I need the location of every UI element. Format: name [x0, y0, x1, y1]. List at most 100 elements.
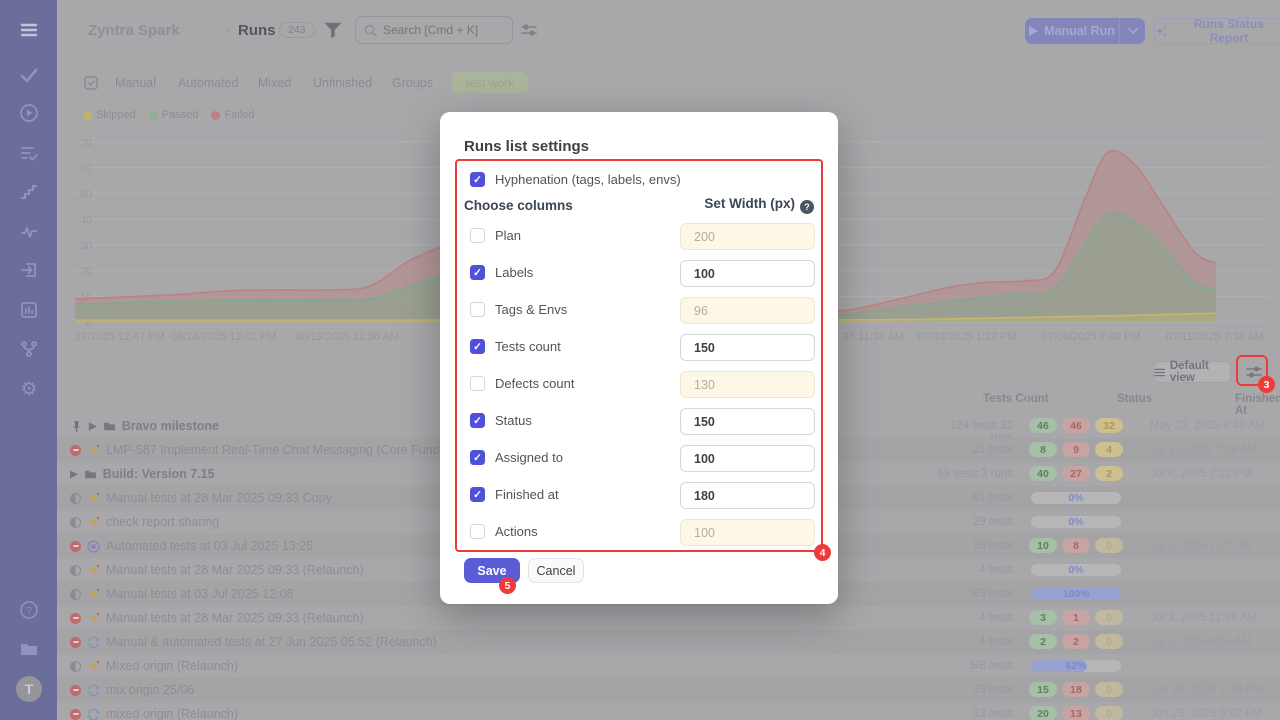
projects-folder-icon[interactable] [17, 637, 41, 661]
run-name-cell[interactable]: Manual tests at 28 Mar 2025 09:33 (Relau… [70, 558, 364, 582]
run-name-label[interactable]: Manual tests at 28 Mar 2025 09:33 (Relau… [106, 611, 364, 625]
avatar[interactable]: T [16, 676, 42, 702]
tests-count-width-input[interactable] [680, 334, 815, 361]
tab-automated[interactable]: Automated [178, 76, 239, 90]
finished-at-cell: Jul 3, 2025 1:27 PM [1150, 540, 1253, 552]
table-row[interactable]: Manual & automated tests at 27 Jun 2025 … [57, 630, 1280, 654]
table-row[interactable]: check report sharing 29 tests 0% [57, 510, 1280, 534]
tag-filter-pill[interactable]: test work [452, 72, 529, 93]
run-name-label[interactable]: mix origin 25/06 [106, 683, 195, 697]
tab-unfinished[interactable]: Unfinished [313, 76, 373, 90]
tests-count-cell: 21 tests [972, 444, 1013, 456]
skipped-count-badge: 4 [1095, 442, 1123, 457]
search-input[interactable] [383, 23, 493, 37]
expand-chevron-icon[interactable]: ▶ [70, 468, 78, 480]
manual-run-dropdown[interactable] [1119, 18, 1145, 44]
labels-checkbox[interactable]: ✓ [470, 265, 485, 280]
run-name-cell[interactable]: check report sharing [70, 510, 219, 534]
table-row[interactable]: Manual tests at 28 Mar 2025 09:33 (Relau… [57, 558, 1280, 582]
hyphenation-row: ✓ Hyphenation (tags, labels, envs) [470, 172, 681, 187]
manual-run-button[interactable]: Manual Run [1025, 18, 1145, 44]
column-header-tests-count[interactable]: Tests Count [983, 393, 1049, 405]
table-row[interactable]: Manual tests at 28 Mar 2025 09:33 (Relau… [57, 606, 1280, 630]
status-width-input[interactable] [680, 408, 815, 435]
column-toggle: ✓ Status [470, 413, 532, 428]
list-settings-button[interactable] [1241, 359, 1266, 384]
run-name-label[interactable]: mixed origin (Relaunch) [106, 707, 239, 720]
labels-width-input[interactable] [680, 260, 815, 287]
run-name-label[interactable]: Mixed origin (Relaunch) [106, 659, 239, 673]
run-name-label[interactable]: Manual tests at 03 Jul 2025 12:08 [106, 587, 294, 601]
run-name-label[interactable]: Bravo milestone [121, 419, 219, 433]
tab-manual[interactable]: Manual [115, 76, 156, 90]
run-name-label[interactable]: Build: Version 7.15 [102, 467, 215, 481]
run-name-label[interactable]: LMP-587 Implement Real-Time Chat Messagi… [106, 443, 467, 457]
failed-count-badge: 1 [1062, 610, 1090, 625]
run-name-label[interactable]: Manual & automated tests at 27 Jun 2025 … [106, 635, 437, 649]
branch-icon[interactable] [17, 337, 41, 361]
table-row[interactable]: Mixed origin (Relaunch) 5/8 tests 62% [57, 654, 1280, 678]
sliders-icon [1245, 365, 1262, 378]
menu-icon[interactable] [17, 18, 41, 42]
expand-chevron-icon[interactable]: ▶ [89, 420, 97, 432]
runs-status-report-button[interactable]: Runs Status Report [1154, 17, 1280, 45]
table-row[interactable]: mix origin 25/06 33 tests 15 18 0 Jun 25, 202… [57, 678, 1280, 702]
run-name-label[interactable]: Manual tests at 28 Mar 2025 09:33 (Relau… [106, 563, 364, 577]
plan-checkbox[interactable] [470, 228, 485, 243]
column-toggle: ✓ Finished at [470, 487, 559, 502]
status-cell: 20 13 0 [1029, 706, 1123, 720]
run-name-cell[interactable]: ▶ Bravo milestone [70, 414, 219, 438]
modal-column-row: ✓ Status [440, 403, 838, 440]
runs-play-icon[interactable] [17, 101, 41, 125]
import-icon[interactable] [17, 258, 41, 282]
test-plans-icon[interactable] [17, 141, 41, 165]
run-name-cell[interactable]: LMP-587 Implement Real-Time Chat Messagi… [70, 438, 466, 462]
width-help-icon[interactable]: ? [800, 200, 814, 214]
status-checkbox[interactable]: ✓ [470, 413, 485, 428]
breadcrumb-project[interactable]: Zyntra Spark [88, 22, 180, 39]
assigned-to-width-input[interactable] [680, 445, 815, 472]
default-view-button[interactable]: Default view [1154, 360, 1231, 384]
tab-groups[interactable]: Groups [392, 76, 433, 90]
run-name-cell[interactable]: ▶ Build: Version 7.15 [70, 462, 215, 486]
run-name-label[interactable]: Manual tests at 28 Mar 2025 09:33 Copy [106, 491, 332, 505]
hyphenation-checkbox[interactable]: ✓ [470, 172, 485, 187]
run-name-label[interactable]: check report sharing [106, 515, 220, 529]
column-header-finished-at[interactable]: Finished At [1235, 393, 1280, 417]
tests-check-icon[interactable] [17, 63, 41, 87]
svg-text:07/03/2025 1:27 PM: 07/03/2025 1:27 PM [917, 331, 1016, 343]
cancel-button[interactable]: Cancel [528, 558, 584, 583]
filter-funnel-icon[interactable] [321, 18, 345, 42]
run-name-label[interactable]: Automated tests at 03 Jul 2025 13:25 [106, 539, 314, 553]
tests-count-checkbox[interactable]: ✓ [470, 339, 485, 354]
column-header-status[interactable]: Status [1117, 393, 1153, 405]
finished-at-checkbox[interactable]: ✓ [470, 487, 485, 502]
help-icon[interactable]: ? [17, 598, 41, 622]
actions-checkbox[interactable] [470, 524, 485, 539]
run-name-cell[interactable]: Manual tests at 03 Jul 2025 12:08 [70, 582, 294, 606]
assigned-to-checkbox[interactable]: ✓ [470, 450, 485, 465]
table-row[interactable]: ▶ Build: Version 7.15 69 tests 3 runs 40 27 2… [57, 462, 1280, 486]
search-settings-icon[interactable] [520, 21, 538, 39]
skipped-count-badge: 0 [1095, 706, 1123, 720]
settings-gear-icon[interactable]: ⚙ [20, 378, 38, 400]
run-name-cell[interactable]: Manual tests at 28 Mar 2025 09:33 Copy [70, 486, 332, 510]
run-name-cell[interactable]: Mixed origin (Relaunch) [70, 654, 238, 678]
run-name-cell[interactable]: mixed origin (Relaunch) [70, 702, 238, 720]
save-button[interactable]: Save [464, 558, 520, 583]
tab-mixed[interactable]: Mixed [258, 76, 292, 90]
pulse-icon[interactable] [17, 220, 41, 244]
milestones-steps-icon[interactable] [17, 180, 41, 204]
run-name-cell[interactable]: mix origin 25/06 [70, 678, 194, 702]
run-name-cell[interactable]: Manual tests at 28 Mar 2025 09:33 (Relau… [70, 606, 364, 630]
run-name-cell[interactable]: Automated tests at 03 Jul 2025 13:25 [70, 534, 313, 558]
analytics-icon[interactable] [17, 298, 41, 322]
run-name-cell[interactable]: Manual & automated tests at 27 Jun 2025 … [70, 630, 437, 654]
svg-text:30: 30 [80, 240, 92, 252]
defects-count-checkbox[interactable] [470, 376, 485, 391]
select-runs-icon[interactable] [83, 75, 99, 91]
table-row[interactable]: mixed origin (Relaunch) 33 tests 20 13 0 Jun … [57, 702, 1280, 720]
finished-at-width-input[interactable] [680, 482, 815, 509]
tags-envs-checkbox[interactable] [470, 302, 485, 317]
